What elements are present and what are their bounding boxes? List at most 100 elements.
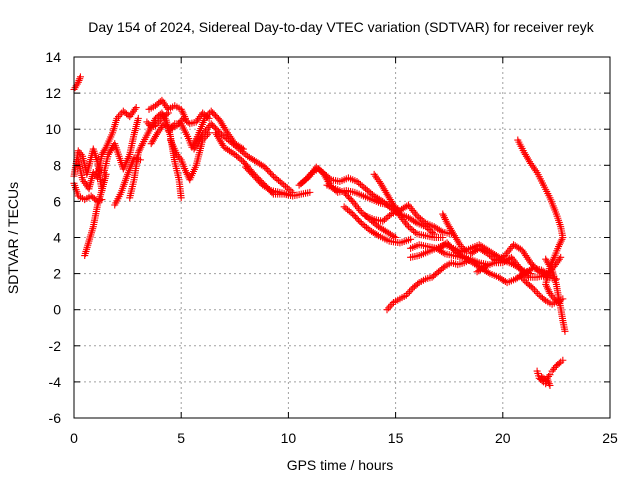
data-point <box>480 263 488 271</box>
data-point <box>420 218 428 226</box>
data-point <box>382 214 390 222</box>
y-tick-label: 14 <box>45 49 61 65</box>
data-point <box>98 187 106 195</box>
data-point <box>358 182 366 190</box>
data-point <box>425 226 433 234</box>
data-point <box>406 288 414 296</box>
data-point <box>355 179 363 187</box>
data-point <box>306 188 314 196</box>
data-point <box>266 185 274 193</box>
series-s20 <box>340 203 415 247</box>
series-s13 <box>166 129 213 184</box>
data-point <box>384 213 392 221</box>
data-point <box>344 206 352 214</box>
y-tick-label: 2 <box>53 266 61 282</box>
data-point <box>416 215 424 223</box>
data-point <box>304 174 312 182</box>
data-point <box>555 359 563 367</box>
series-s1 <box>70 73 84 93</box>
x-tick-label: 20 <box>495 430 511 446</box>
data-point <box>386 211 394 219</box>
data-point <box>404 289 412 297</box>
data-point <box>297 179 305 187</box>
data-point <box>221 133 229 141</box>
y-tick-labels: -6 -4 -2 0 2 4 6 8 10 12 14 <box>45 49 61 426</box>
data-point <box>163 110 171 118</box>
y-tick-label: 4 <box>53 230 61 246</box>
data-point <box>383 306 391 314</box>
data-point <box>486 251 494 259</box>
x-tick-label: 5 <box>177 430 185 446</box>
data-point <box>415 213 423 221</box>
x-axis-label: GPS time / hours <box>287 457 394 473</box>
data-point <box>540 295 548 303</box>
data-point <box>534 289 542 297</box>
data-point <box>418 216 426 224</box>
x-tick-label: 15 <box>388 430 404 446</box>
data-point <box>236 155 244 163</box>
data-point <box>373 231 381 239</box>
data-point <box>385 304 393 312</box>
y-tick-label: 10 <box>45 121 61 137</box>
y-tick-label: 12 <box>45 85 61 101</box>
series-s4 <box>81 187 106 260</box>
data-point <box>273 175 281 183</box>
data-point <box>523 272 531 280</box>
series-s6 <box>100 114 142 177</box>
data-point <box>347 209 355 217</box>
data-point <box>184 118 192 126</box>
data-point <box>356 218 364 226</box>
data-point <box>360 183 368 191</box>
y-tick-label: -2 <box>49 338 62 354</box>
data-point <box>234 153 242 161</box>
data-points <box>70 73 569 390</box>
data-point <box>411 228 419 236</box>
data-point <box>363 186 371 194</box>
y-tick-label: -6 <box>49 410 62 426</box>
series-s5 <box>74 104 140 193</box>
data-point <box>301 176 309 184</box>
data-point <box>404 223 412 231</box>
data-point <box>299 178 307 186</box>
grid <box>74 57 610 418</box>
data-point <box>302 175 310 183</box>
data-point <box>371 220 379 228</box>
data-point <box>414 280 422 288</box>
data-point <box>362 185 370 193</box>
data-point <box>484 250 492 258</box>
data-point <box>408 226 416 234</box>
data-point <box>268 171 276 179</box>
axis-ticks <box>73 56 611 419</box>
data-point <box>407 286 415 294</box>
data-point <box>546 382 554 390</box>
chart-title: Day 154 of 2024, Sidereal Day-to-day VTE… <box>88 19 594 35</box>
data-point <box>413 212 421 220</box>
series-s27 <box>439 210 470 256</box>
x-tick-label: 0 <box>70 430 78 446</box>
data-point <box>386 302 394 310</box>
data-point <box>379 217 387 225</box>
data-point <box>403 202 411 210</box>
data-point <box>427 227 435 235</box>
series-s16 <box>242 163 292 198</box>
data-point <box>411 218 419 226</box>
data-point <box>361 222 369 230</box>
data-point <box>487 253 495 261</box>
y-tick-label: 8 <box>53 157 61 173</box>
series-s18 <box>297 163 402 213</box>
data-point <box>406 224 414 232</box>
x-tick-label: 25 <box>602 430 618 446</box>
data-point <box>223 135 231 143</box>
data-point <box>134 114 142 122</box>
data-point <box>357 219 365 227</box>
series-s23 <box>383 255 475 314</box>
data-point <box>407 235 415 243</box>
data-point <box>359 221 367 229</box>
data-point <box>367 189 375 197</box>
x-tick-label: 10 <box>281 430 297 446</box>
data-point <box>532 288 540 296</box>
data-point <box>269 172 277 180</box>
data-point <box>437 227 445 235</box>
series-s31 <box>542 255 569 335</box>
data-point <box>271 174 279 182</box>
